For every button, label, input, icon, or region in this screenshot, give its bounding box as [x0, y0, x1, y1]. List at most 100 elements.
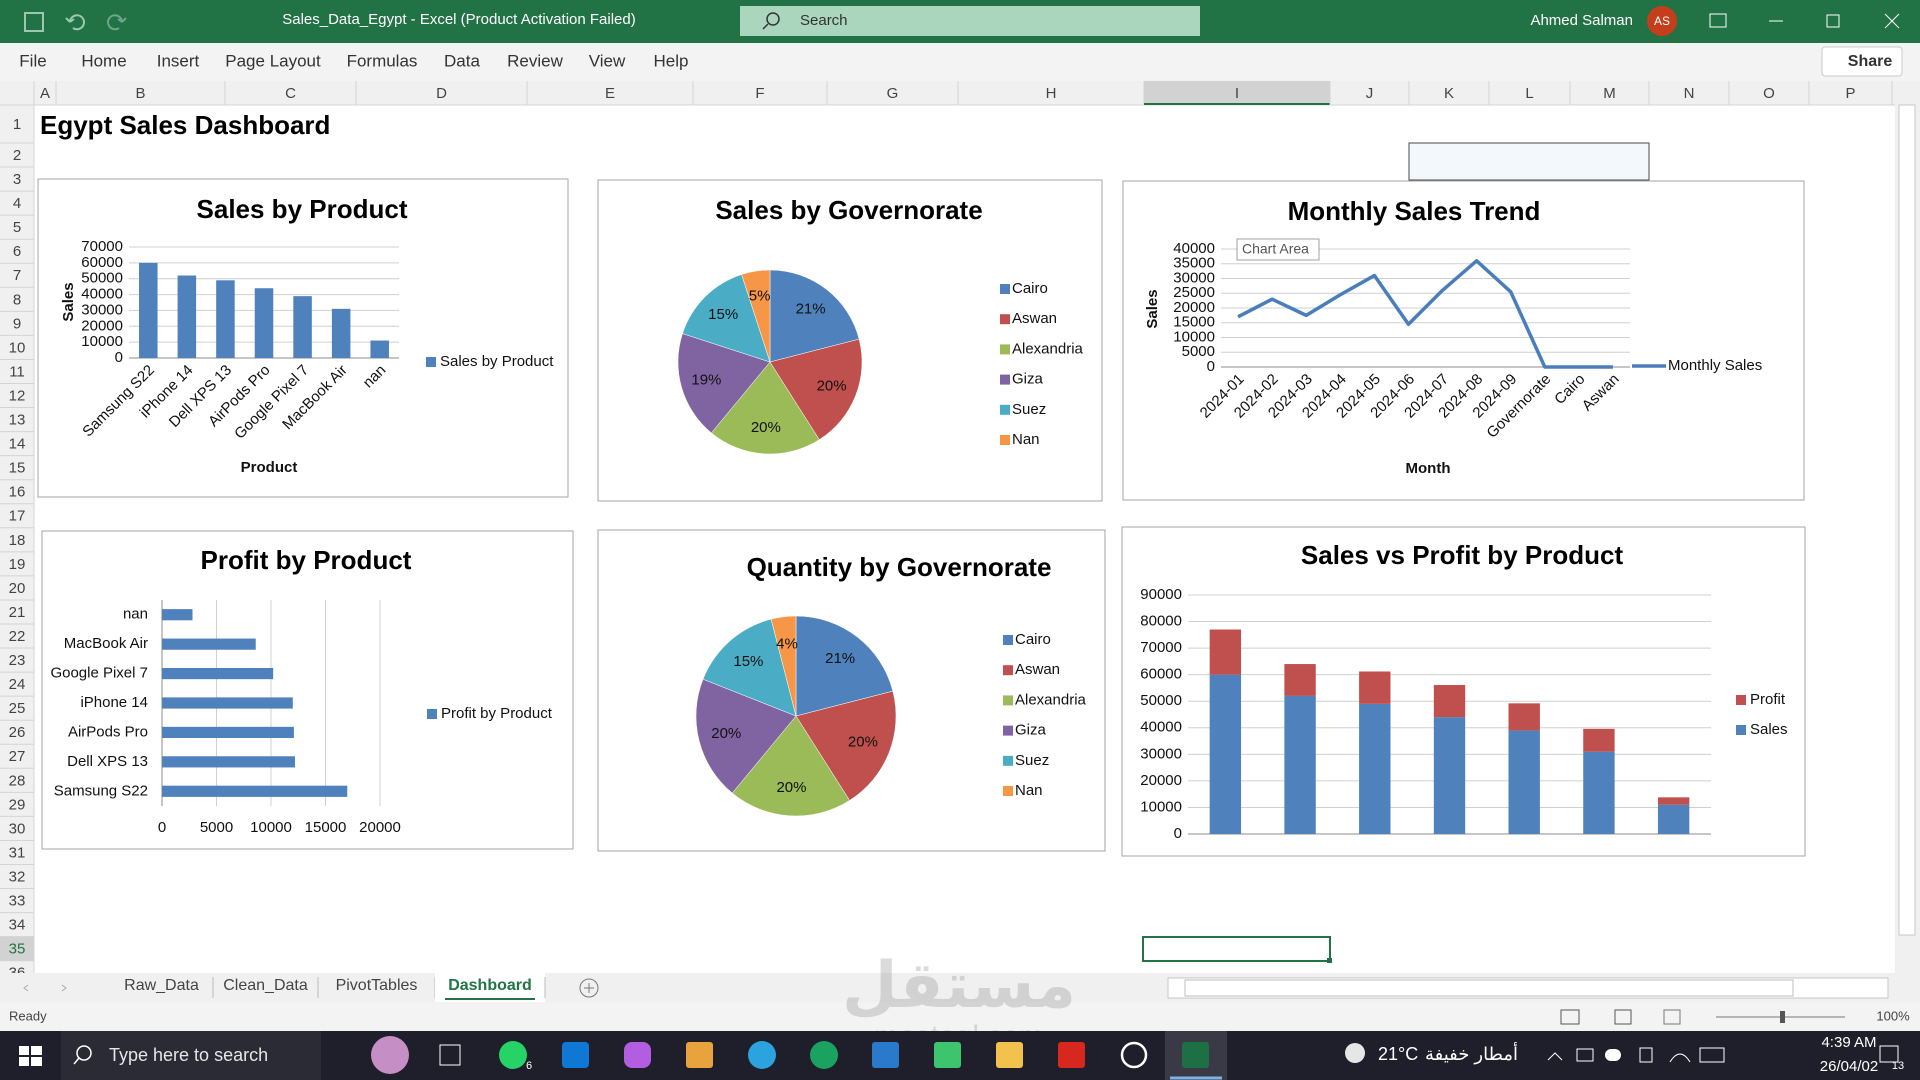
search-highlight[interactable] — [371, 1036, 409, 1074]
clock-time[interactable]: 4:39 AM — [1821, 1034, 1876, 1051]
row-header[interactable]: 3 — [13, 171, 21, 188]
menu-item[interactable]: File — [19, 51, 46, 70]
page-layout-button[interactable] — [1614, 1009, 1632, 1025]
app-vscode[interactable] — [872, 1042, 899, 1068]
sheet-tab[interactable]: Clean_Data — [223, 977, 308, 994]
task-view[interactable] — [439, 1044, 461, 1066]
zoom-thumb[interactable] — [1780, 1011, 1785, 1023]
row-header[interactable]: 9 — [13, 315, 21, 332]
page-break-button[interactable] — [1663, 1009, 1681, 1025]
app-copilot[interactable] — [624, 1042, 651, 1068]
tray-icon[interactable] — [1576, 1048, 1594, 1062]
row-header[interactable]: 10 — [9, 339, 26, 356]
column-header[interactable]: E — [605, 85, 615, 102]
menu-item[interactable]: Help — [654, 51, 689, 70]
weather-icon[interactable] — [1345, 1043, 1365, 1063]
column-header[interactable]: K — [1444, 85, 1454, 102]
start-button[interactable] — [19, 1046, 42, 1066]
column-header[interactable]: A — [40, 85, 50, 102]
row-header[interactable]: 34 — [9, 917, 26, 934]
row-header[interactable]: 16 — [9, 484, 26, 501]
clock-date[interactable]: 26/04/02 — [1820, 1058, 1878, 1075]
chart-frame[interactable] — [1122, 180, 1805, 501]
shape-box[interactable] — [1408, 142, 1650, 181]
menu-item[interactable]: Formulas — [347, 51, 418, 70]
menu-item[interactable]: Insert — [157, 51, 200, 70]
chart-frame[interactable] — [41, 530, 574, 850]
sheet-tab[interactable]: PivotTables — [336, 977, 418, 994]
column-header[interactable]: N — [1684, 85, 1695, 102]
share-button[interactable] — [1821, 46, 1903, 77]
row-header[interactable]: 18 — [9, 532, 26, 549]
h-scroll-thumb[interactable] — [1184, 979, 1794, 997]
row-header[interactable]: 6 — [13, 243, 21, 260]
row-header[interactable]: 14 — [9, 436, 26, 453]
tray-icon[interactable] — [1639, 1047, 1653, 1063]
save-icon[interactable] — [24, 12, 44, 32]
row-header[interactable]: 11 — [9, 363, 25, 380]
tray-wifi[interactable] — [1669, 1053, 1691, 1063]
app-clion[interactable] — [934, 1042, 961, 1068]
menu-item[interactable]: Page Layout — [225, 51, 321, 70]
column-header[interactable]: G — [887, 85, 899, 102]
row-header[interactable]: 31 — [9, 844, 26, 861]
row-header[interactable]: 35 — [9, 941, 26, 958]
redo-icon[interactable] — [107, 14, 127, 31]
row-header[interactable]: 8 — [13, 291, 21, 308]
taskbar-search[interactable] — [61, 1031, 321, 1080]
row-header[interactable]: 7 — [13, 267, 21, 284]
row-header[interactable]: 4 — [13, 195, 21, 212]
tab-nav[interactable] — [23, 984, 67, 992]
sheet-tab[interactable]: Raw_Data — [124, 977, 199, 994]
row-header[interactable]: 33 — [9, 893, 26, 910]
fill-handle[interactable] — [1327, 958, 1332, 963]
app-telegram[interactable] — [748, 1041, 776, 1069]
normal-view-button[interactable] — [1560, 1009, 1580, 1025]
app-explorer[interactable] — [996, 1042, 1023, 1068]
user-avatar[interactable] — [1647, 6, 1677, 36]
row-header[interactable]: 13 — [9, 412, 26, 429]
tray-keyboard[interactable] — [1699, 1047, 1725, 1063]
row-header[interactable]: 5 — [13, 219, 21, 236]
row-header[interactable]: 30 — [9, 820, 26, 837]
row-header[interactable]: 26 — [9, 724, 26, 741]
menu-item[interactable]: Review — [507, 51, 563, 70]
ribbon-display-button[interactable] — [1709, 13, 1727, 28]
column-header[interactable]: O — [1763, 85, 1775, 102]
app-edge[interactable] — [810, 1041, 838, 1069]
undo-icon[interactable] — [65, 14, 85, 31]
menu-item[interactable]: View — [589, 51, 626, 70]
row-header[interactable]: 20 — [9, 580, 26, 597]
cell-a1[interactable]: Egypt Sales Dashboard — [40, 110, 330, 140]
row-header[interactable]: 12 — [9, 387, 26, 404]
column-header[interactable]: J — [1366, 85, 1374, 102]
menu-item[interactable]: Home — [81, 51, 126, 70]
column-header[interactable]: B — [135, 85, 145, 102]
column-header[interactable]: D — [436, 85, 447, 102]
row-header[interactable]: 1 — [13, 116, 21, 133]
row-header[interactable]: 15 — [9, 460, 26, 477]
share-label[interactable]: Share — [1848, 53, 1893, 70]
row-header[interactable]: 19 — [9, 556, 26, 573]
row-header[interactable]: 25 — [9, 700, 26, 717]
app-outlook[interactable] — [562, 1042, 589, 1068]
row-header[interactable]: 32 — [9, 868, 26, 885]
column-header[interactable]: I — [1235, 85, 1239, 102]
column-header[interactable]: C — [285, 85, 296, 102]
column-header[interactable]: M — [1603, 85, 1616, 102]
row-header[interactable]: 17 — [9, 508, 26, 525]
row-header[interactable]: 24 — [9, 676, 26, 693]
row-header[interactable]: 22 — [9, 628, 26, 645]
app-whatsapp[interactable] — [499, 1041, 527, 1069]
column-header[interactable]: F — [755, 85, 764, 102]
row-header[interactable]: 27 — [9, 748, 26, 765]
sheet-tab[interactable]: Dashboard — [448, 977, 532, 994]
restore-button[interactable] — [1826, 14, 1840, 28]
row-header[interactable]: 36 — [9, 965, 26, 982]
app-acrobat[interactable] — [1058, 1042, 1085, 1068]
column-header[interactable]: L — [1525, 85, 1533, 102]
column-header[interactable]: P — [1845, 85, 1855, 102]
row-header[interactable]: 28 — [9, 772, 26, 789]
tray-icon[interactable] — [1605, 1049, 1621, 1061]
close-button[interactable] — [1884, 13, 1900, 29]
